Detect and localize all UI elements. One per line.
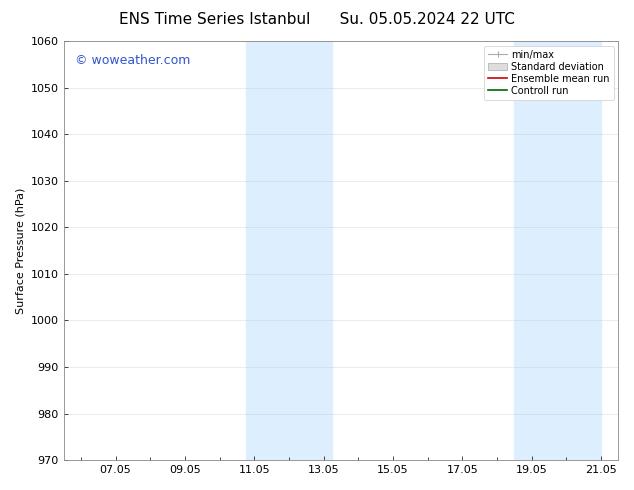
Y-axis label: Surface Pressure (hPa): Surface Pressure (hPa) xyxy=(15,187,25,314)
Bar xyxy=(245,41,332,460)
Text: © woweather.com: © woweather.com xyxy=(75,53,190,67)
Legend: min/max, Standard deviation, Ensemble mean run, Controll run: min/max, Standard deviation, Ensemble me… xyxy=(484,46,614,99)
Bar xyxy=(514,41,601,460)
Text: ENS Time Series Istanbul      Su. 05.05.2024 22 UTC: ENS Time Series Istanbul Su. 05.05.2024 … xyxy=(119,12,515,27)
